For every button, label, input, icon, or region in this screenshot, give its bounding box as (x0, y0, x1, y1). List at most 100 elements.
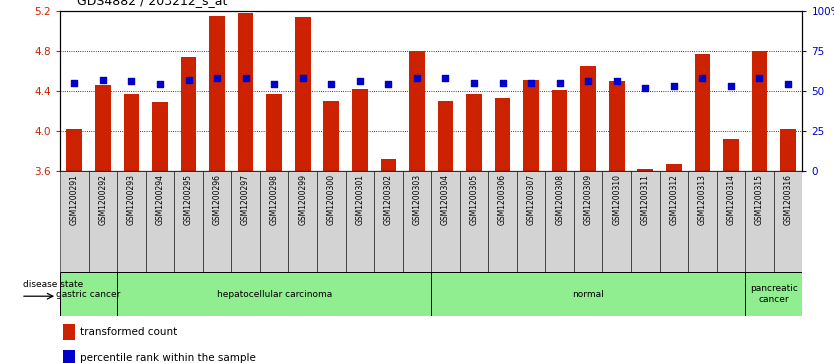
Point (382, 81, 395, 87)
Bar (523, 80, 539, 171)
Point (239, 75, 252, 81)
Text: GSM1200300: GSM1200300 (327, 174, 336, 225)
Point (496, 80, 510, 86)
Text: GSM1200304: GSM1200304 (441, 174, 450, 225)
Bar (580, 66, 596, 171)
Point (696, 75, 709, 81)
Bar (380, 159, 396, 171)
Text: GSM1200294: GSM1200294 (155, 174, 164, 225)
Text: GSM1200297: GSM1200297 (241, 174, 250, 225)
Bar (488, 171, 517, 272)
Bar (289, 171, 317, 272)
Bar (209, 16, 225, 171)
Bar (67, 129, 83, 171)
Point (610, 78, 623, 84)
Point (467, 80, 480, 86)
Bar (746, 171, 774, 272)
Bar (495, 98, 510, 171)
Bar (63, 324, 74, 340)
Bar (88, 171, 117, 272)
Text: GSM1200312: GSM1200312 (670, 174, 678, 225)
Text: GSM1200311: GSM1200311 (641, 174, 650, 225)
Text: GSM1200291: GSM1200291 (70, 174, 79, 225)
Bar (152, 102, 168, 171)
Bar (295, 17, 310, 171)
Text: hepatocellular carcinoma: hepatocellular carcinoma (217, 290, 332, 298)
Point (96, 77, 109, 82)
Text: GSM1200307: GSM1200307 (526, 174, 535, 225)
Point (125, 78, 138, 84)
Bar (723, 139, 739, 171)
Bar (203, 171, 231, 272)
Bar (117, 272, 431, 316)
Point (324, 81, 338, 87)
Text: GSM1200295: GSM1200295 (184, 174, 193, 225)
Bar (552, 90, 567, 171)
Bar (345, 171, 374, 272)
Bar (666, 164, 681, 171)
Text: GSM1200302: GSM1200302 (384, 174, 393, 225)
Bar (266, 94, 282, 171)
Bar (238, 13, 254, 171)
Point (781, 81, 795, 87)
Point (153, 81, 167, 87)
Bar (231, 171, 260, 272)
Bar (60, 272, 117, 316)
Bar (317, 171, 345, 272)
Point (182, 77, 195, 82)
Bar (60, 171, 88, 272)
Bar (460, 171, 488, 272)
Bar (63, 350, 74, 363)
Bar (545, 171, 574, 272)
Text: percentile rank within the sample: percentile rank within the sample (80, 353, 256, 363)
Bar (260, 171, 289, 272)
Bar (438, 101, 454, 171)
Text: GSM1200316: GSM1200316 (783, 174, 792, 225)
Bar (637, 168, 653, 171)
Bar (751, 51, 767, 171)
Text: GSM1200292: GSM1200292 (98, 174, 108, 225)
Point (439, 75, 452, 81)
Text: GSM1200299: GSM1200299 (299, 174, 307, 225)
Bar (774, 171, 802, 272)
Text: GSM1200303: GSM1200303 (412, 174, 421, 225)
Text: GSM1200308: GSM1200308 (555, 174, 564, 225)
Text: GSM1200305: GSM1200305 (470, 174, 479, 225)
Point (667, 83, 681, 89)
Point (210, 75, 224, 81)
Point (353, 78, 366, 84)
Text: GSM1200301: GSM1200301 (355, 174, 364, 225)
Bar (631, 171, 660, 272)
Bar (117, 171, 146, 272)
Point (268, 81, 281, 87)
Bar (574, 171, 602, 272)
Bar (181, 57, 196, 171)
Bar (716, 171, 746, 272)
Bar (146, 171, 174, 272)
Bar (517, 171, 545, 272)
Text: GSM1200298: GSM1200298 (269, 174, 279, 225)
Text: transformed count: transformed count (80, 327, 178, 337)
Point (553, 80, 566, 86)
Text: gastric cancer: gastric cancer (57, 290, 121, 298)
Bar (409, 51, 425, 171)
Point (525, 80, 538, 86)
Text: disease state: disease state (23, 280, 83, 289)
Bar (403, 171, 431, 272)
Bar (602, 171, 631, 272)
Text: normal: normal (572, 290, 604, 298)
Text: GSM1200309: GSM1200309 (584, 174, 593, 225)
Bar (660, 171, 688, 272)
Bar (780, 129, 796, 171)
Bar (609, 81, 625, 171)
Text: GSM1200315: GSM1200315 (755, 174, 764, 225)
Bar (174, 171, 203, 272)
Text: pancreatic
cancer: pancreatic cancer (750, 284, 797, 304)
Bar (746, 272, 802, 316)
Bar (324, 101, 339, 171)
Text: GSM1200306: GSM1200306 (498, 174, 507, 225)
Point (68, 80, 81, 86)
Point (581, 78, 595, 84)
Bar (431, 272, 746, 316)
Point (296, 75, 309, 81)
